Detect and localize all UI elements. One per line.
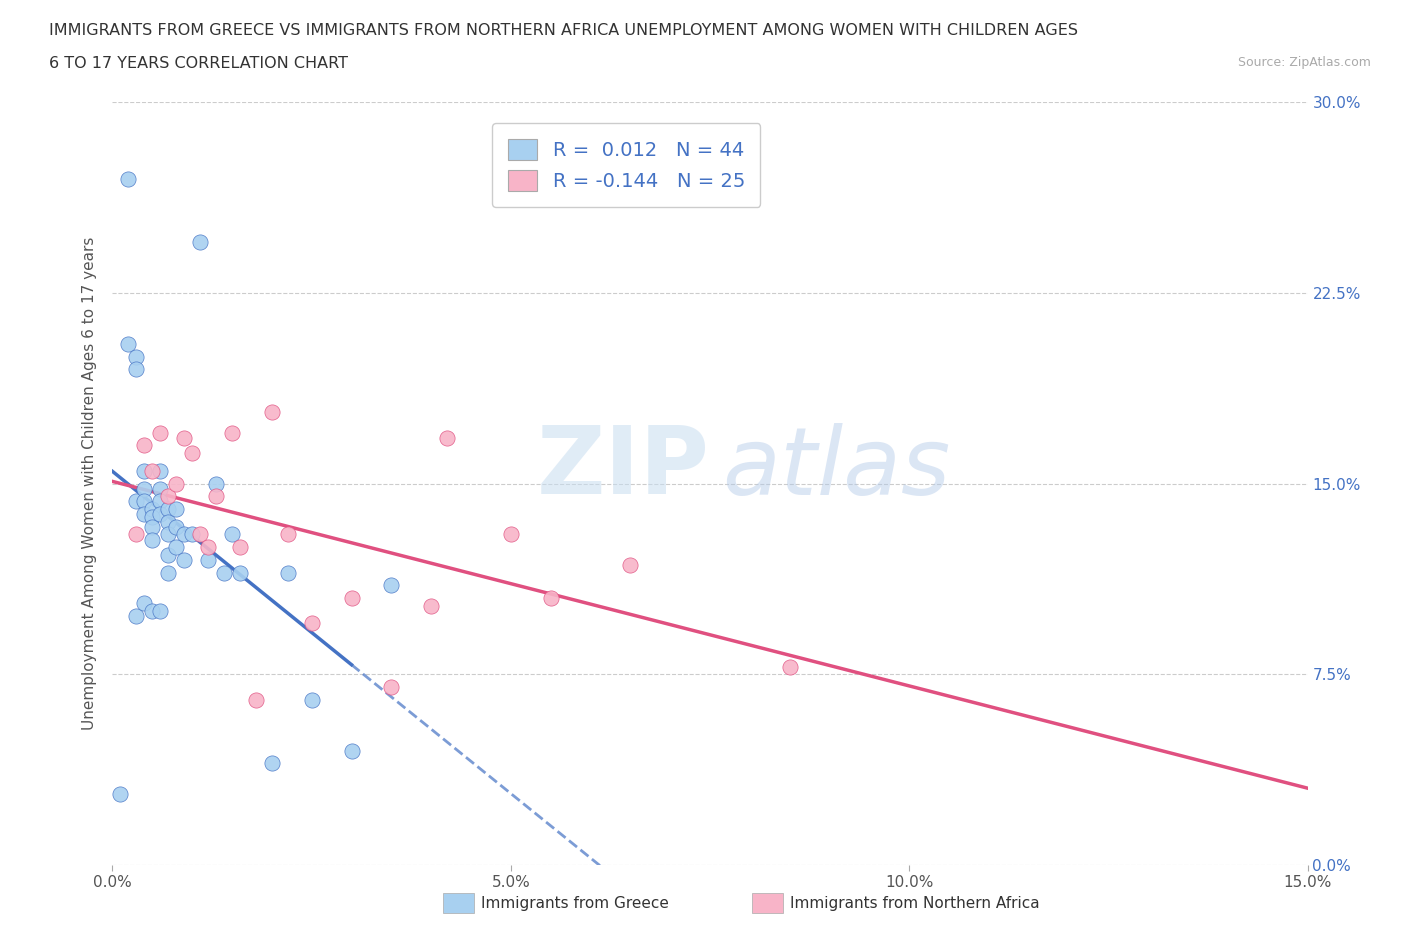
Point [499, 527, 522, 542]
Point [619, 557, 641, 572]
Point [340, 591, 363, 605]
Point [188, 234, 211, 249]
Point [173, 527, 195, 542]
Point [117, 337, 139, 352]
Point [188, 527, 211, 542]
Point [125, 527, 148, 542]
Point [149, 481, 172, 496]
Point [141, 532, 163, 547]
Point [134, 463, 156, 478]
Point [149, 604, 172, 618]
Point [181, 445, 204, 460]
Text: 6 TO 17 YEARS CORRELATION CHART: 6 TO 17 YEARS CORRELATION CHART [49, 56, 349, 71]
Text: Immigrants from Greece: Immigrants from Greece [481, 896, 669, 910]
Point [157, 527, 180, 542]
Point [141, 519, 163, 534]
Point [173, 431, 195, 445]
Point [141, 501, 163, 516]
Point [165, 519, 187, 534]
Point [149, 463, 172, 478]
Point [165, 539, 187, 554]
Point [380, 680, 402, 695]
Point [134, 494, 156, 509]
Point [157, 501, 180, 516]
Point [134, 507, 156, 522]
Point [245, 692, 267, 707]
Point [165, 501, 187, 516]
Point [134, 481, 156, 496]
Point [125, 349, 148, 364]
Legend: R =  0.012   N = 44, R = -0.144   N = 25: R = 0.012 N = 44, R = -0.144 N = 25 [492, 124, 761, 206]
Point [380, 578, 402, 592]
Point [221, 527, 243, 542]
Point [197, 552, 219, 567]
Point [157, 489, 180, 504]
Point [301, 616, 323, 631]
Point [779, 659, 801, 674]
Point [221, 425, 243, 440]
Point [165, 476, 187, 491]
Point [173, 552, 195, 567]
Point [134, 595, 156, 610]
Point [157, 548, 180, 563]
Point [117, 171, 139, 186]
Point [110, 786, 132, 801]
Text: ZIP: ZIP [537, 422, 710, 514]
Point [141, 510, 163, 525]
Point [157, 565, 180, 580]
Point [436, 431, 458, 445]
Point [212, 565, 235, 580]
Point [134, 438, 156, 453]
Point [301, 692, 323, 707]
Point [205, 476, 228, 491]
Point [420, 598, 443, 613]
Point [141, 463, 163, 478]
Point [149, 507, 172, 522]
Point [149, 425, 172, 440]
Point [277, 527, 299, 542]
Point [260, 756, 283, 771]
Point [141, 604, 163, 618]
Point [205, 489, 228, 504]
Text: Source: ZipAtlas.com: Source: ZipAtlas.com [1237, 56, 1371, 69]
Point [229, 565, 252, 580]
Point [540, 591, 562, 605]
Text: IMMIGRANTS FROM GREECE VS IMMIGRANTS FROM NORTHERN AFRICA UNEMPLOYMENT AMONG WOM: IMMIGRANTS FROM GREECE VS IMMIGRANTS FRO… [49, 23, 1078, 38]
Point [157, 514, 180, 529]
Point [277, 565, 299, 580]
Point [125, 362, 148, 377]
Point [125, 494, 148, 509]
Point [149, 494, 172, 509]
Point [340, 743, 363, 758]
Point [229, 539, 252, 554]
Text: Immigrants from Northern Africa: Immigrants from Northern Africa [790, 896, 1040, 910]
Point [197, 539, 219, 554]
Point [125, 608, 148, 623]
Point [260, 405, 283, 419]
Y-axis label: Unemployment Among Women with Children Ages 6 to 17 years: Unemployment Among Women with Children A… [82, 237, 97, 730]
Point [181, 527, 204, 542]
Text: atlas: atlas [723, 423, 950, 514]
